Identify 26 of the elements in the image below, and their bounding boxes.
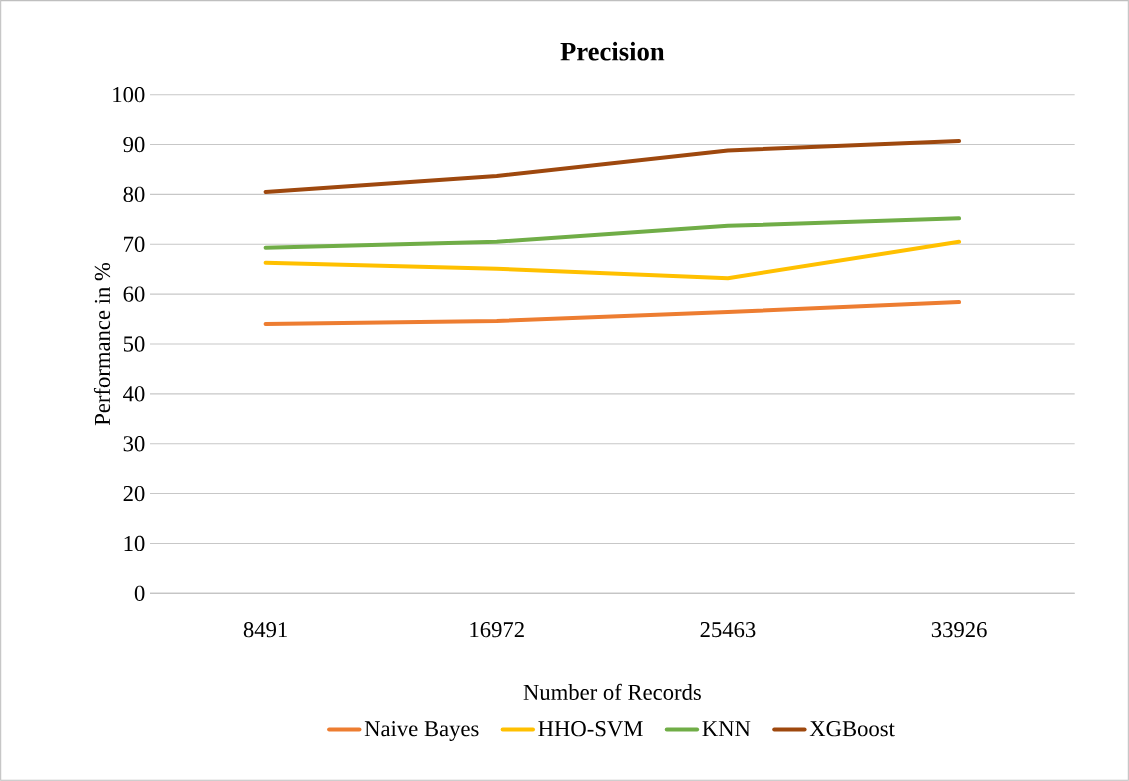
- y-tick-label: 100: [113, 87, 145, 103]
- y-tick-label: 0: [134, 585, 145, 601]
- x-tick-label: 25463: [700, 622, 756, 638]
- legend-label: HHO-SVM: [538, 721, 643, 737]
- y-tick-label: 70: [124, 236, 145, 252]
- legend-label: KNN: [702, 721, 751, 737]
- y-tick-label: 90: [123, 136, 145, 153]
- y-tick-label: 20: [123, 485, 145, 502]
- x-tick-label: 16972: [470, 622, 524, 638]
- y-tick-label: 10: [124, 535, 145, 552]
- y-axis-title: Performance in %: [93, 262, 111, 426]
- x-tick-label: 33926: [931, 622, 987, 638]
- x-tick-label: 8491: [243, 622, 287, 638]
- chart-title: Precision: [560, 41, 665, 61]
- y-tick-label: 60: [123, 286, 145, 302]
- line-series: [263, 216, 962, 250]
- x-axis-title: Number of Records: [523, 683, 701, 700]
- line-series: [263, 239, 962, 281]
- legend-label: Naive Bayes: [364, 721, 479, 741]
- y-tick-label: 30: [123, 436, 145, 452]
- line-series: [263, 300, 962, 327]
- line-series: [263, 139, 962, 194]
- y-tick-label: 40: [123, 386, 145, 402]
- y-tick-label: 50: [123, 336, 145, 352]
- legend-label: XGBoost: [809, 721, 895, 737]
- y-tick-label: 80: [123, 186, 145, 203]
